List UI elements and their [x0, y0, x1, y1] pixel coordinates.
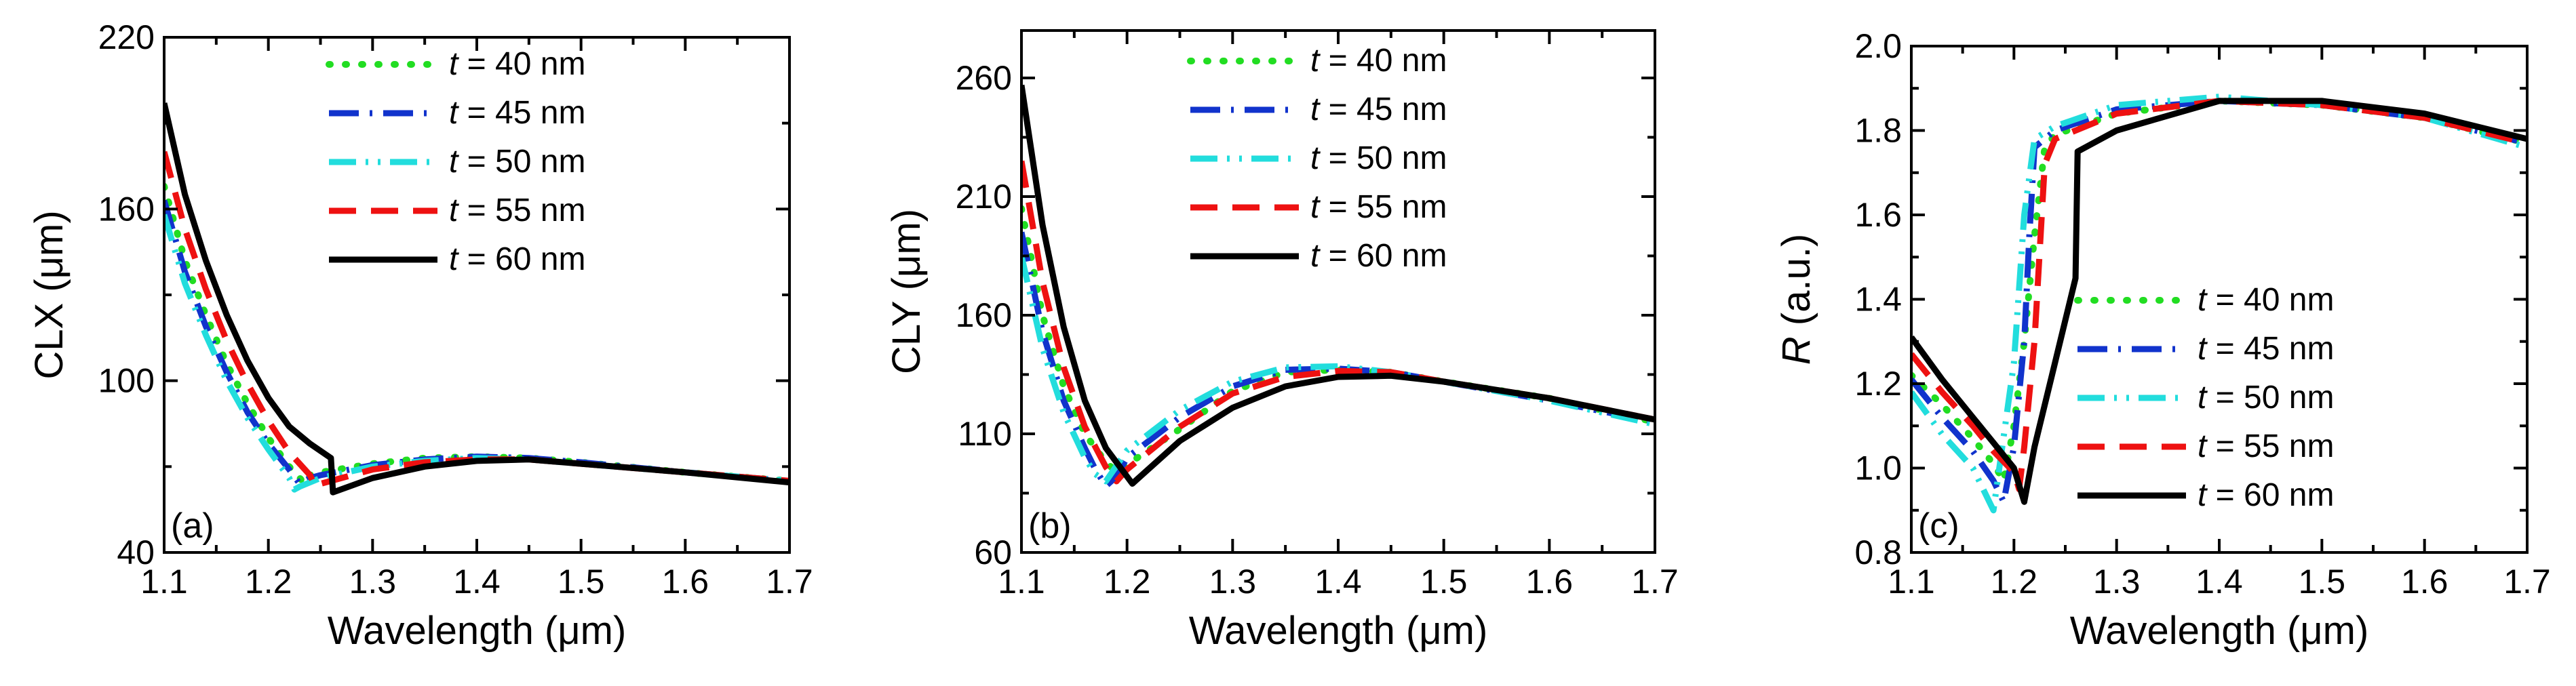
x-tick-label: 1.4: [453, 563, 501, 601]
chart-panel-2: 1.1 1.2 1.3 1.4 1.5 1.6 1.7 60 110 160 210 260 Wavel…: [884, 29, 1679, 653]
panel-label: (b): [1028, 506, 1072, 546]
y-tick-label: 260: [956, 59, 1012, 97]
y-tick-label: 1.4: [1854, 281, 1902, 319]
legend-label: t = 55 nm: [2198, 428, 2334, 464]
x-tick-label: 1.4: [2196, 563, 2243, 601]
legend-label: t = 60 nm: [1310, 238, 1447, 274]
legend-label: t = 45 nm: [449, 95, 585, 131]
x-tick-label: 1.5: [1420, 563, 1468, 601]
series-line-t-60-nm: [1911, 98, 2527, 505]
chart-panel-1: 1.1 1.2 1.3 1.4 1.5 1.6 1.7 40 100 160 220 Waveleng…: [27, 18, 813, 653]
y-tick-label: 100: [98, 362, 155, 400]
x-tick-label: 1.1: [1888, 563, 1935, 601]
x-axis-title: Wavelength (μm): [2070, 609, 2369, 653]
y-axis-title: CLX (μm): [27, 210, 71, 379]
chart-panel-3: 1.1 1.2 1.3 1.4 1.5 1.6 1.7 0.8 1.0 1.2 1.4 1.6 1.8 2…: [1774, 27, 2551, 653]
x-tick-label: 1.1: [998, 563, 1045, 601]
y-tick-label: 1.2: [1854, 365, 1902, 403]
legend-label: t = 50 nm: [2198, 380, 2334, 416]
legend: t = 40 nm t = 45 nm t = 50 nm t = 55 nm t = …: [1187, 43, 1447, 274]
x-tick-label: 1.6: [2401, 563, 2448, 601]
y-tick-label: 40: [117, 533, 155, 571]
series-line-t-40-nm: [164, 182, 789, 487]
x-tick-label: 1.2: [1991, 563, 2038, 601]
series-line-t-40-nm: [1021, 205, 1655, 475]
x-axis-title: Wavelength (μm): [1189, 609, 1488, 653]
y-tick-label: 210: [956, 178, 1012, 216]
y-tick-label: 1.8: [1854, 112, 1902, 150]
x-tick-label: 1.7: [766, 563, 813, 601]
x-tick-label: 1.2: [245, 563, 292, 601]
x-tick-label: 1.7: [2503, 563, 2551, 601]
y-tick-label: 1.0: [1854, 449, 1902, 487]
y-tick-label: 220: [98, 18, 155, 56]
x-tick-label: 1.2: [1104, 563, 1151, 601]
x-tick-label: 1.6: [662, 563, 709, 601]
panel-label: (a): [171, 506, 214, 546]
legend-label: t = 50 nm: [1310, 140, 1447, 176]
legend-label: t = 60 nm: [2198, 477, 2334, 513]
legend: t = 40 nm t = 45 nm t = 50 nm t = 55 nm t = …: [2074, 282, 2334, 513]
y-tick-label: 1.6: [1854, 196, 1902, 234]
legend-label: t = 40 nm: [2198, 282, 2334, 318]
y-tick-label: 160: [956, 296, 1012, 334]
x-tick-label: 1.5: [558, 563, 605, 601]
y-tick-label: 0.8: [1854, 533, 1902, 571]
series-line-t-60-nm: [164, 102, 789, 496]
series-line-t-60-nm: [1021, 84, 1655, 487]
y-tick-label: 160: [98, 190, 155, 228]
y-tick-label: 110: [958, 415, 1012, 453]
x-tick-label: 1.3: [1209, 563, 1257, 601]
legend-label: t = 45 nm: [1310, 92, 1447, 127]
legend: t = 40 nm t = 45 nm t = 50 nm t = 55 nm t = …: [326, 46, 585, 277]
legend-label: t = 60 nm: [449, 241, 585, 277]
legend-label: t = 45 nm: [2198, 331, 2334, 367]
y-axis-title: CLY (μm): [884, 209, 929, 374]
x-tick-label: 1.7: [1631, 563, 1679, 601]
y-axis-title: R (a.u.): [1774, 234, 1818, 365]
legend-label: t = 55 nm: [1310, 189, 1447, 225]
x-tick-label: 1.1: [140, 563, 188, 601]
legend-label: t = 40 nm: [1310, 43, 1447, 79]
legend-label: t = 40 nm: [449, 46, 585, 82]
x-tick-label: 1.3: [2093, 563, 2141, 601]
y-tick-label: 2.0: [1854, 27, 1902, 65]
y-tick-label: 60: [974, 533, 1012, 571]
x-tick-label: 1.5: [2299, 563, 2346, 601]
x-tick-label: 1.3: [349, 563, 397, 601]
legend-label: t = 55 nm: [449, 193, 585, 228]
x-tick-label: 1.4: [1314, 563, 1362, 601]
x-axis-title: Wavelength (μm): [328, 609, 627, 653]
panel-label: (c): [1918, 506, 1959, 546]
x-tick-label: 1.6: [1526, 563, 1574, 601]
legend-label: t = 50 nm: [449, 144, 585, 180]
